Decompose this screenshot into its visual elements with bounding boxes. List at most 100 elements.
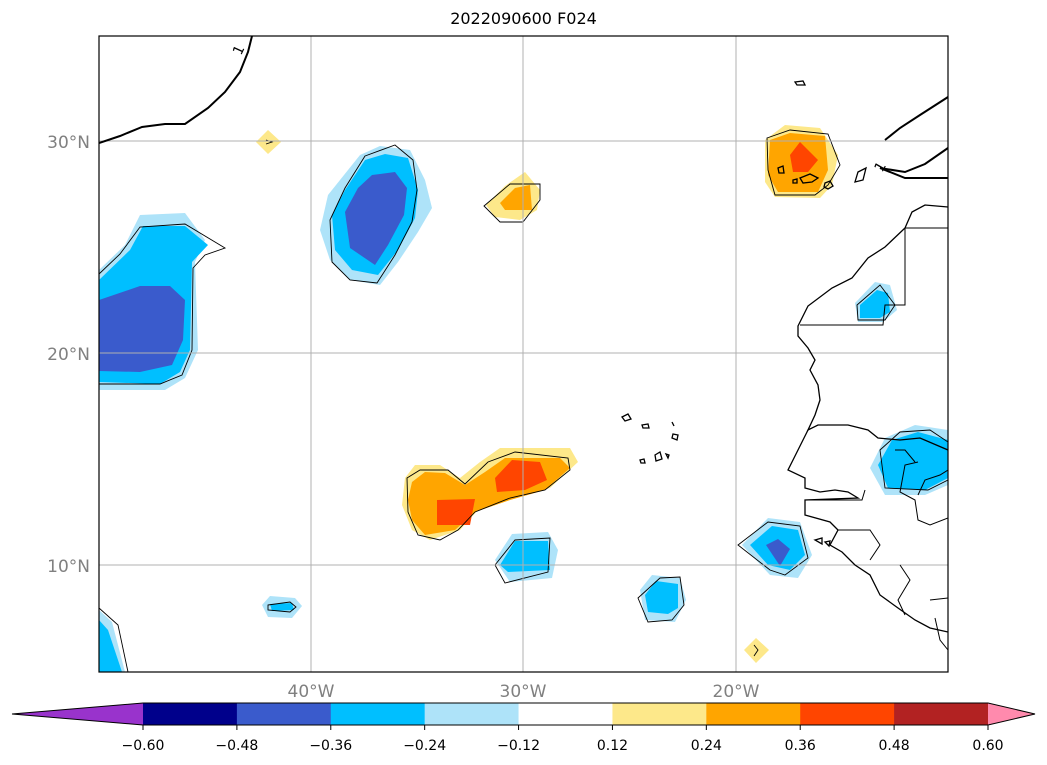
anomaly-region [99,620,122,672]
colorbar: −0.60 −0.48 −0.36 −0.24 −0.12 0.12 0.24 0.36 0.4… [11,702,1036,754]
anomaly-region [878,432,948,490]
contour-line [406,451,571,541]
island [793,80,807,86]
colorbar-extend-low [12,703,143,725]
contour-line-thick [879,147,948,174]
anomaly-region [99,286,185,372]
lat-label: 10°N [47,557,90,577]
anomaly-region [345,172,407,265]
contour-line [737,521,809,576]
colorbar-tick-label: 0.12 [597,738,628,754]
colorbar-segment [800,703,895,725]
contour-label: 1 [872,159,890,175]
island [664,452,670,460]
gridlines [99,36,948,672]
colorbar-tick-label: −0.12 [497,738,540,754]
contour-line [329,144,418,284]
africa-coastline [797,204,948,451]
anomaly-region [437,499,475,525]
lon-label: 20°W [713,682,760,702]
anomaly-region [256,130,281,154]
colorbar-tick-label: 0.48 [879,738,910,754]
island [823,180,834,190]
island [621,413,632,422]
anomaly-region [495,460,547,492]
contour-label: 1 [230,43,248,58]
contour-line [856,284,896,321]
coastlines [99,36,948,651]
lat-axis-labels: 30°N 20°N 10°N [47,133,90,577]
colorbar-tick-label: −0.36 [309,738,352,754]
lon-label: 40°W [288,682,335,702]
colorbar-segment [894,703,989,725]
contour-line [766,129,841,196]
border [800,228,906,326]
island [777,165,785,174]
contour-line [483,183,541,223]
island [792,178,798,184]
island [641,423,650,429]
anomaly-region [270,603,294,611]
contour-line [494,537,551,584]
contour-line-thick [879,167,948,179]
colorbar-segment [330,703,426,725]
africa-coastline [787,429,948,633]
colorbar-tick-label: −0.60 [122,738,165,754]
anomaly-region [744,638,769,663]
plot-frame [98,35,949,673]
plot-area: 1 1 [99,36,948,672]
anomaly-region [500,541,550,572]
anomaly-region [790,142,818,172]
colorbar-extend-high [988,703,1035,725]
colorbar-segment [143,703,238,725]
border [917,469,948,496]
border [897,564,911,616]
border [929,597,948,601]
island [799,173,820,184]
lat-label: 20°N [47,345,90,365]
contour-line [99,223,227,385]
island [671,421,675,427]
island [854,166,867,183]
positive-anomaly-fields [256,125,838,663]
border [805,489,866,501]
colorbar-tick-label: 0.24 [691,738,722,754]
island [671,433,679,441]
island [654,451,663,462]
colorbar-segment [612,703,707,725]
anomaly-region [500,185,532,210]
island [639,458,646,464]
contour-line [879,429,948,491]
colorbar-segment [424,703,520,725]
contour-line-thick [99,36,253,144]
contour-line [267,601,297,613]
lon-axis-labels: 40°W 30°W 20°W [288,682,760,702]
anomaly-region [645,581,678,614]
lat-label: 30°N [47,133,90,153]
colorbar-tick-label: −0.24 [403,738,446,754]
colorbar-tick-label: 0.36 [785,738,816,754]
island [823,540,831,548]
border [895,449,916,463]
border [899,461,948,526]
contour-line-thick [884,96,948,141]
colorbar-tick-label: −0.48 [215,738,258,754]
colorbar-segments [143,703,989,725]
anomaly-region [860,290,890,318]
colorbar-segment [518,703,613,725]
contour-line [637,576,685,623]
border [934,617,948,651]
anomaly-region [766,539,790,566]
colorbar-ticks: −0.60 −0.48 −0.36 −0.24 −0.12 0.12 0.24 0.36 0.4… [122,725,1004,754]
contour-line [99,607,129,672]
contour-outlines [99,129,948,672]
island [813,537,823,546]
contour-line [753,644,759,657]
colorbar-tick-label: 0.60 [972,738,1003,754]
lon-label: 30°W [500,682,547,702]
colorbar-segment [706,703,801,725]
map-title: 2022090600 F024 [450,9,597,28]
border [838,529,881,561]
colorbar-segment [236,703,332,725]
